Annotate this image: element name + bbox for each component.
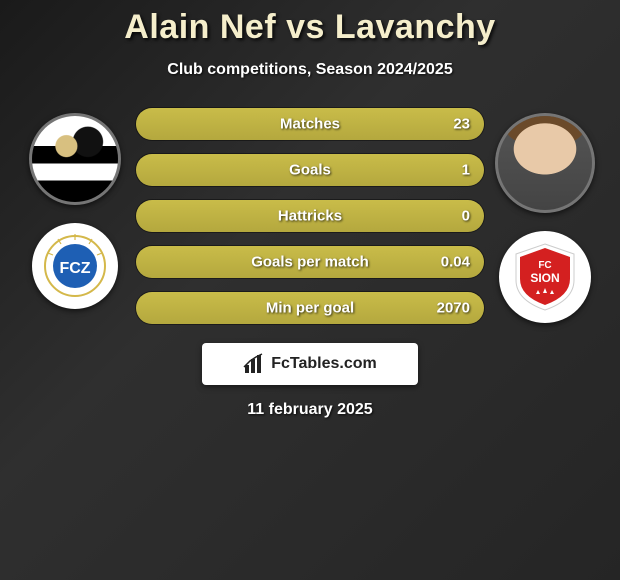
- stat-bar: Goals per match0.04: [135, 245, 485, 279]
- svg-text:FCZ: FCZ: [59, 260, 90, 277]
- left-club-badge: FCZ: [32, 223, 118, 309]
- left-player-column: FCZ: [25, 107, 125, 309]
- stat-bar: Matches23: [135, 107, 485, 141]
- stat-bar: Min per goal2070: [135, 291, 485, 325]
- stat-right-value: 2070: [437, 300, 470, 317]
- stat-right-value: 1: [462, 162, 470, 179]
- right-player-column: FC SION: [495, 107, 595, 323]
- player-photo-placeholder: [498, 116, 592, 210]
- attribution-text: FcTables.com: [271, 355, 377, 373]
- page-subtitle: Club competitions, Season 2024/2025: [167, 61, 452, 79]
- svg-text:SION: SION: [530, 271, 559, 285]
- attribution-badge: FcTables.com: [202, 343, 418, 385]
- fcz-crest-icon: FCZ: [40, 231, 110, 301]
- stat-label: Matches: [136, 116, 484, 133]
- svg-text:FC: FC: [538, 260, 551, 271]
- stat-right-value: 0.04: [441, 254, 470, 271]
- stats-column: Matches23 Goals1 Hattricks0 Goals per match…: [135, 107, 485, 325]
- stat-bar: Goals1: [135, 153, 485, 187]
- comparison-row: FCZ Matches23 Goals1 Hattricks0 Goals per m…: [0, 107, 620, 325]
- stat-label: Min per goal: [136, 300, 484, 317]
- stat-label: Goals per match: [136, 254, 484, 271]
- right-player-avatar: [495, 113, 595, 213]
- date-label: 11 february 2025: [247, 401, 372, 419]
- stat-right-value: 0: [462, 208, 470, 225]
- sion-crest-icon: FC SION: [506, 238, 584, 316]
- stat-label: Hattricks: [136, 208, 484, 225]
- page-title: Alain Nef vs Lavanchy: [124, 8, 495, 47]
- player-photo-placeholder: [32, 116, 118, 202]
- left-player-avatar: [29, 113, 121, 205]
- bar-chart-icon: [243, 353, 265, 375]
- comparison-card: Alain Nef vs Lavanchy Club competitions,…: [0, 0, 620, 419]
- stat-bar: Hattricks0: [135, 199, 485, 233]
- right-club-badge: FC SION: [499, 231, 591, 323]
- stat-label: Goals: [136, 162, 484, 179]
- stat-right-value: 23: [453, 116, 470, 133]
